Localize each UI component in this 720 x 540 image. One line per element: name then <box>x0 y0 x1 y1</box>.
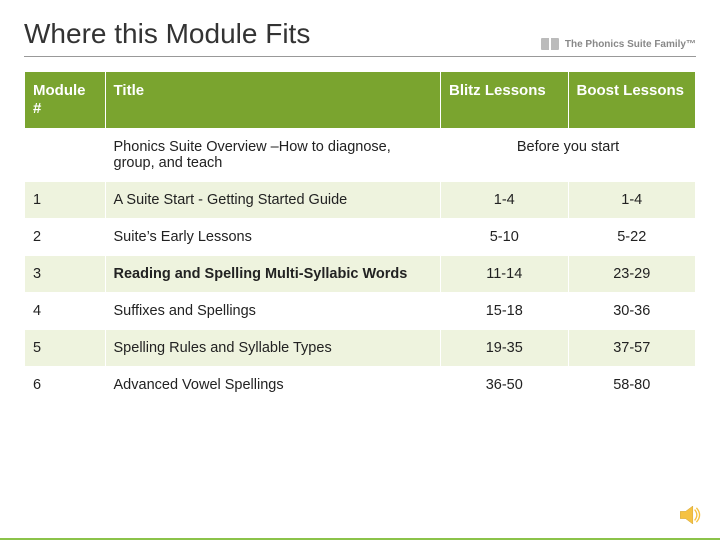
slide: Where this Module Fits The Phonics Suite… <box>0 0 720 540</box>
cell-blitz: 15-18 <box>441 293 568 330</box>
cell-title: A Suite Start - Getting Started Guide <box>105 182 441 219</box>
table-row: 1 A Suite Start - Getting Started Guide … <box>25 182 696 219</box>
cell-boost: 30-36 <box>568 293 696 330</box>
cell-title: Suffixes and Spellings <box>105 293 441 330</box>
cell-module: 3 <box>25 256 106 293</box>
table-body: Phonics Suite Overview –How to diagnose,… <box>25 129 696 404</box>
speaker-icon <box>680 506 702 524</box>
cell-boost: 37-57 <box>568 330 696 367</box>
table-row: 2 Suite’s Early Lessons 5-10 5-22 <box>25 219 696 256</box>
cell-boost: 58-80 <box>568 367 696 404</box>
cell-blitz: 5-10 <box>441 219 568 256</box>
cell-blitz: 19-35 <box>441 330 568 367</box>
cell-title: Spelling Rules and Syllable Types <box>105 330 441 367</box>
intro-module-cell <box>25 129 106 182</box>
col-title: Title <box>105 72 441 129</box>
intro-row: Phonics Suite Overview –How to diagnose,… <box>25 129 696 182</box>
cell-blitz: 1-4 <box>441 182 568 219</box>
brand-logo-icon <box>541 38 559 50</box>
cell-boost: 5-22 <box>568 219 696 256</box>
cell-module: 5 <box>25 330 106 367</box>
brand-text: The Phonics Suite Family™ <box>565 39 696 50</box>
table-row: 6 Advanced Vowel Spellings 36-50 58-80 <box>25 367 696 404</box>
page-title: Where this Module Fits <box>24 18 310 50</box>
cell-module: 2 <box>25 219 106 256</box>
cell-boost: 1-4 <box>568 182 696 219</box>
cell-title: Reading and Spelling Multi-Syllabic Word… <box>105 256 441 293</box>
intro-title-cell: Phonics Suite Overview –How to diagnose,… <box>105 129 441 182</box>
module-table: Module # Title Blitz Lessons Boost Lesso… <box>24 71 696 404</box>
cell-module: 4 <box>25 293 106 330</box>
col-boost: Boost Lessons <box>568 72 696 129</box>
table-row: 4 Suffixes and Spellings 15-18 30-36 <box>25 293 696 330</box>
table-header-row: Module # Title Blitz Lessons Boost Lesso… <box>25 72 696 129</box>
table-row: 3 Reading and Spelling Multi-Syllabic Wo… <box>25 256 696 293</box>
col-module: Module # <box>25 72 106 129</box>
intro-span-cell: Before you start <box>441 129 696 182</box>
cell-boost: 23-29 <box>568 256 696 293</box>
cell-module: 6 <box>25 367 106 404</box>
cell-title: Suite’s Early Lessons <box>105 219 441 256</box>
col-blitz: Blitz Lessons <box>441 72 568 129</box>
header: Where this Module Fits The Phonics Suite… <box>24 18 696 57</box>
cell-module: 1 <box>25 182 106 219</box>
cell-blitz: 11-14 <box>441 256 568 293</box>
cell-title: Advanced Vowel Spellings <box>105 367 441 404</box>
table-row: 5 Spelling Rules and Syllable Types 19-3… <box>25 330 696 367</box>
brand: The Phonics Suite Family™ <box>541 38 696 50</box>
cell-blitz: 36-50 <box>441 367 568 404</box>
